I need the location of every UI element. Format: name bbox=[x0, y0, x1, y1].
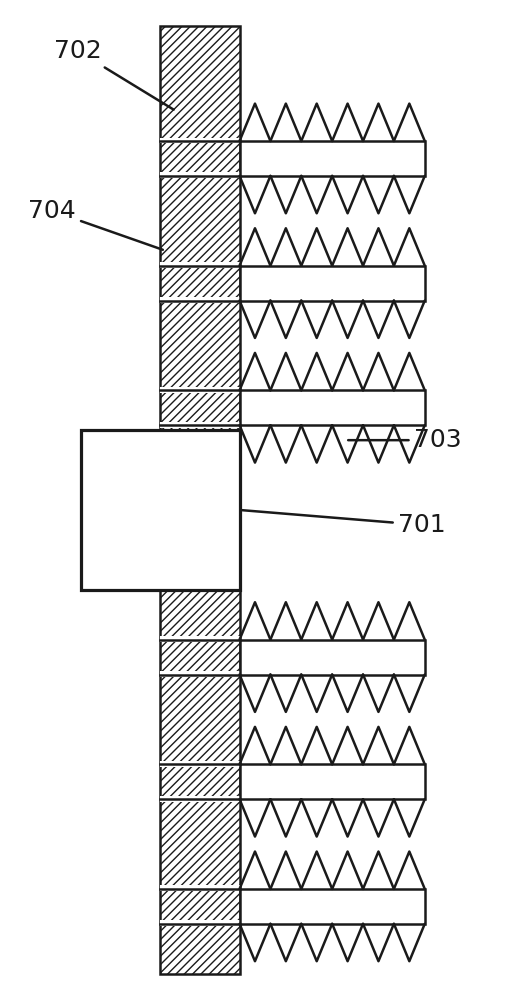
Text: 703: 703 bbox=[348, 428, 462, 452]
Bar bbox=[160, 138, 239, 143]
Bar bbox=[160, 172, 239, 178]
Bar bbox=[239, 141, 425, 176]
Bar bbox=[239, 889, 425, 924]
Text: 702: 702 bbox=[54, 39, 173, 110]
Bar bbox=[160, 422, 239, 428]
Bar bbox=[160, 671, 239, 677]
Bar bbox=[160, 387, 239, 393]
Bar bbox=[160, 636, 239, 642]
Bar bbox=[160, 885, 239, 891]
Bar bbox=[160, 297, 239, 303]
Bar bbox=[160, 26, 239, 974]
Bar bbox=[160, 796, 239, 802]
Text: 701: 701 bbox=[242, 510, 446, 537]
Bar bbox=[239, 640, 425, 675]
Bar bbox=[239, 390, 425, 425]
Bar bbox=[239, 266, 425, 301]
Bar bbox=[160, 761, 239, 767]
Bar bbox=[239, 764, 425, 799]
Text: 704: 704 bbox=[28, 199, 163, 250]
Bar bbox=[160, 262, 239, 268]
Bar bbox=[160, 920, 239, 926]
Bar bbox=[81, 430, 239, 590]
Bar bbox=[160, 26, 239, 974]
